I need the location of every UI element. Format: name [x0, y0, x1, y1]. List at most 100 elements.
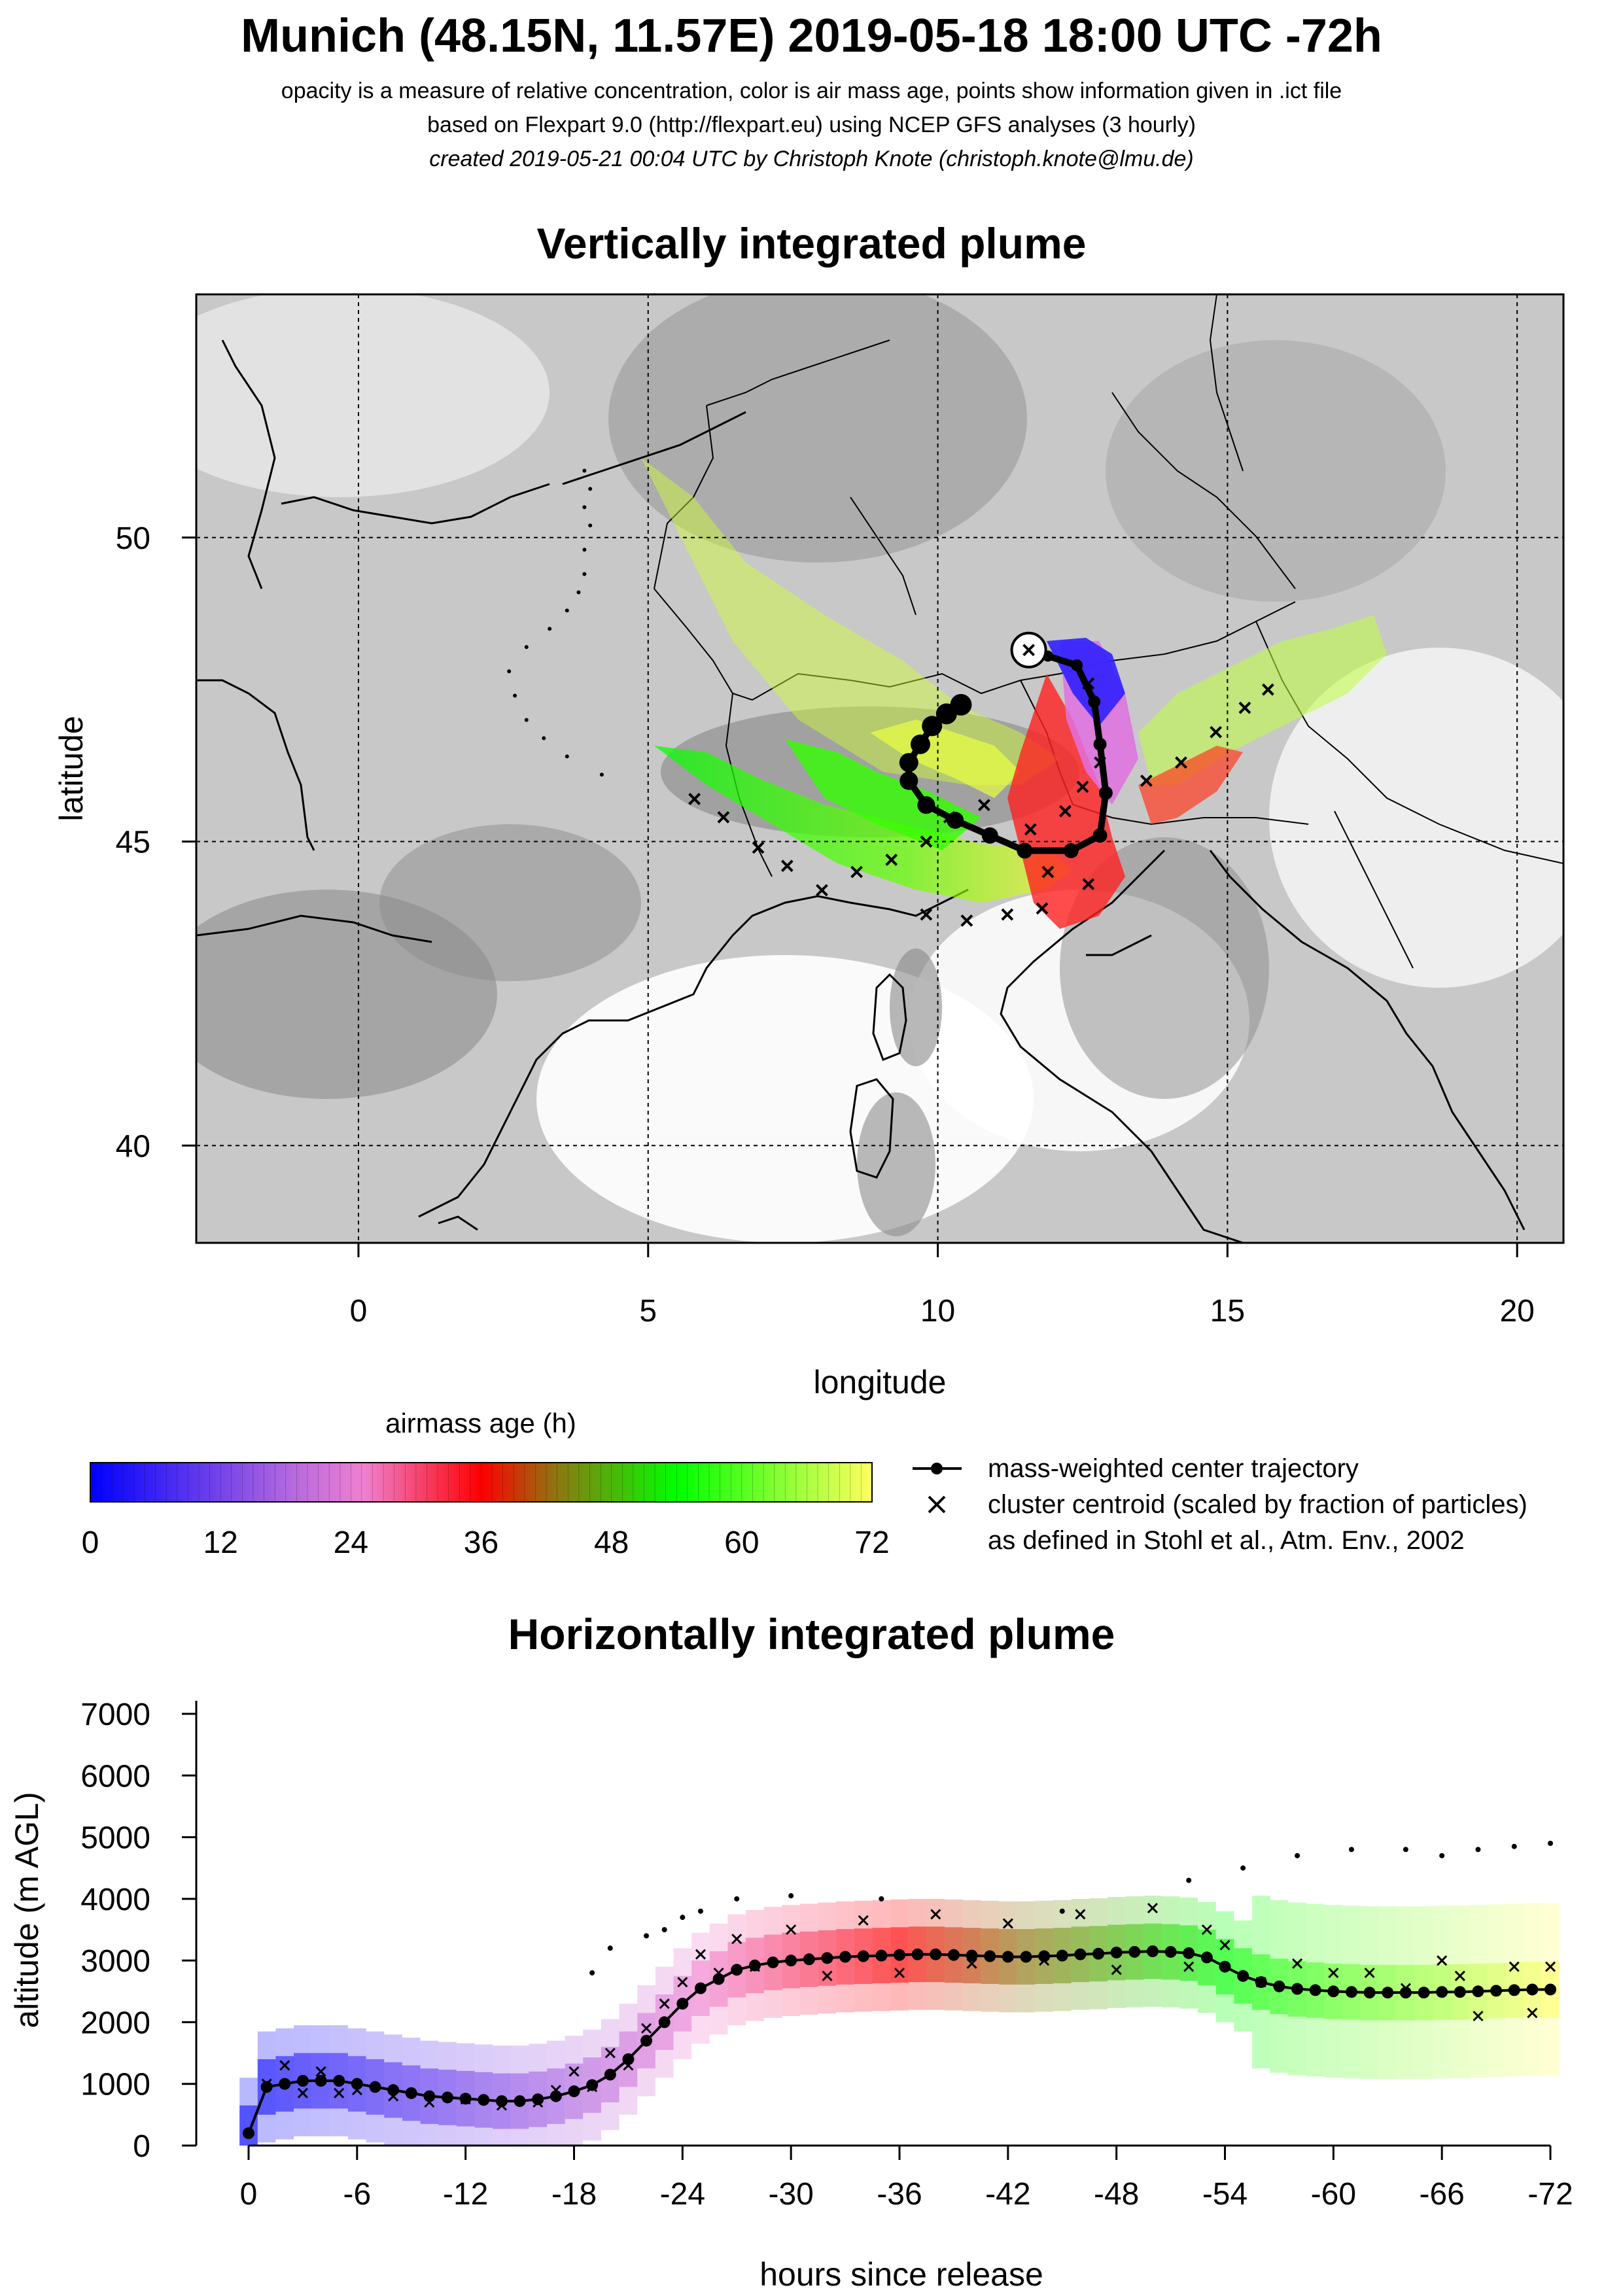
altitude-trajectory-point — [1056, 1949, 1068, 1962]
map-cluster-centroid — [1001, 908, 1014, 921]
altitude-cluster-centroid — [677, 1977, 688, 1988]
map-fringe-points — [507, 468, 604, 777]
map-fringe-point — [599, 773, 604, 777]
map-trajectory-point — [1093, 737, 1107, 751]
map-cluster-centroid — [1076, 780, 1089, 793]
altitude-trajectory-point — [676, 1998, 689, 2010]
altitude-cluster-centroid — [1437, 1955, 1448, 1966]
map-fringe-point — [524, 718, 529, 722]
altitude-x-tick-label: -6 — [343, 2177, 371, 2212]
altitude-x-tick-label: -60 — [1311, 2177, 1356, 2212]
release-point-mark — [1022, 644, 1036, 657]
altitude-fringe-point — [1240, 1865, 1246, 1871]
altitude-cluster-centroid — [1454, 1970, 1465, 1981]
altitude-cluster-centroid — [1364, 1967, 1375, 1979]
altitude-trajectory-point — [821, 1952, 833, 1964]
altitude-fringe-point — [680, 1915, 686, 1921]
altitude-cluster-centroid — [315, 2066, 326, 2077]
altitude-cluster-centroid — [786, 1924, 797, 1936]
altitude-trajectory-point — [1002, 1951, 1014, 1963]
altitude-cluster-centroid — [1544, 1961, 1556, 1972]
colorbar-tick-label: 72 — [854, 1525, 889, 1560]
altitude-trajectory-point — [315, 2075, 327, 2087]
legend-cross-symbol — [928, 1495, 946, 1514]
altitude-trajectory-point — [514, 2095, 526, 2108]
altitude-cluster-centroid — [858, 1915, 869, 1926]
altitude-trajectory-point — [550, 2090, 562, 2102]
colorbar-tick-label: 48 — [594, 1525, 629, 1560]
map-cluster-centroid — [920, 908, 933, 921]
altitude-fringe-point — [1439, 1852, 1445, 1858]
colorbar-ticks: 0 12 24 36 48 60 72 — [82, 1525, 890, 1560]
altitude-trajectory-point — [1544, 1983, 1556, 1996]
altitude-trajectory-point — [658, 2016, 671, 2028]
subtitle-opacity: opacity is a measure of relative concent… — [281, 78, 1342, 103]
altitude-trajectory-point — [984, 1950, 996, 1962]
release-point — [1010, 631, 1047, 669]
altitude-trajectory-point — [405, 2087, 417, 2099]
altitude-trajectory-point — [1237, 1970, 1249, 1982]
map-y-tick-label: 50 — [116, 521, 150, 556]
altitude-trajectory-point — [1382, 1987, 1394, 1999]
altitude-trajectory-point — [785, 1955, 797, 1967]
map-x-tick-label: 0 — [350, 1294, 368, 1329]
altitude-trajectory-point — [333, 2075, 345, 2087]
map-y-axis-label: latitude — [53, 716, 90, 821]
altitude-trajectory-point — [586, 2079, 599, 2091]
altitude-y-tick-label: 4000 — [80, 1883, 150, 1917]
altitude-cluster-centroid — [822, 1970, 833, 1981]
altitude-x-tick-label: -48 — [1094, 2177, 1139, 2212]
altitude-cluster-centroid — [279, 2060, 290, 2071]
map-cluster-centroid — [717, 810, 730, 824]
coastlines — [196, 339, 1526, 1243]
map-fringe-point — [582, 505, 587, 510]
altitude-fringe-point — [1059, 1908, 1065, 1914]
altitude-trajectory-point — [423, 2090, 436, 2102]
altitude-trajectory-point — [478, 2094, 490, 2106]
altitude-fringe-point — [1186, 1877, 1192, 1883]
map-x-tick-label: 20 — [1499, 1294, 1534, 1329]
colorbar-tick-label: 60 — [724, 1525, 759, 1560]
altitude-cluster-centroid — [930, 1909, 941, 1920]
altitude-trajectory-point — [459, 2093, 472, 2105]
altitude-trajectory-point — [1146, 1945, 1159, 1957]
altitude-cluster-centroid — [1219, 1939, 1230, 1951]
terrain-shading — [196, 294, 1563, 1243]
altitude-y-tick-label: 0 — [133, 2129, 150, 2164]
altitude-x-tick-label: 0 — [240, 2177, 258, 2212]
altitude-cluster-centroid — [1111, 1964, 1122, 1975]
map-fringe-point — [548, 627, 552, 631]
map-cluster-centroid — [850, 865, 863, 878]
altitude-trajectory-point — [1472, 1985, 1484, 1998]
altitude-trajectory-point — [568, 2085, 580, 2098]
legend-trajectory-label: mass-weighted center trajectory — [988, 1454, 1359, 1483]
map-y-ticks: 40 45 50 — [116, 521, 196, 1164]
altitude-trajectory-point — [1490, 1985, 1503, 1997]
altitude-trajectory-point — [1255, 1976, 1267, 1989]
map-trajectory-point — [899, 753, 918, 773]
altitude-trajectory-point — [875, 1949, 888, 1962]
altitude-trajectory-point — [1164, 1945, 1177, 1958]
altitude-title: Horizontally integrated plume — [508, 1610, 1115, 1658]
altitude-trajectory-point — [1128, 1945, 1141, 1958]
subtitle-source: based on Flexpart 9.0 (http://flexpart.e… — [427, 113, 1196, 137]
altitude-trajectory-point — [947, 1949, 960, 1961]
legend: mass-weighted center trajectory cluster … — [913, 1454, 1527, 1555]
altitude-x-tick-label: -12 — [443, 2177, 488, 2212]
altitude-cluster-centroid — [1002, 1918, 1013, 1929]
altitude-trajectory-point — [767, 1956, 779, 1968]
map-center-trajectory — [899, 644, 1113, 859]
map-cluster-centroid — [752, 841, 765, 854]
altitude-cluster-centroid — [1527, 2008, 1538, 2019]
map-fringe-point — [588, 523, 593, 528]
altitude-cluster-centroid — [604, 2047, 616, 2059]
altitude-trajectory-point — [1526, 1983, 1539, 1996]
altitude-trajectory-point — [1418, 1987, 1430, 1999]
altitude-trajectory-point — [1309, 1984, 1321, 1996]
altitude-x-tick-label: -24 — [660, 2177, 705, 2212]
altitude-trajectory-point — [1399, 1987, 1412, 1999]
altitude-trajectory-point — [1291, 1983, 1304, 1995]
altitude-trajectory-point — [930, 1948, 942, 1960]
map-cluster-centroid — [1210, 725, 1223, 739]
map-cluster-centroid — [1082, 878, 1095, 891]
